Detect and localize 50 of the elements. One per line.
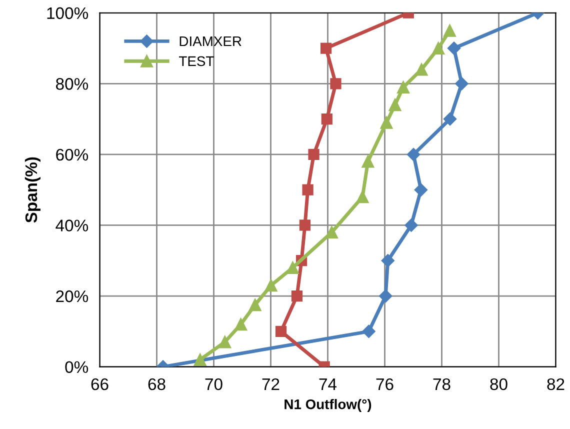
point [415,63,428,76]
y-tick-label: 60% [56,148,88,161]
point [379,289,392,303]
y-tick-label: 20% [56,290,88,302]
x-tick-label: 76 [376,378,394,390]
y-tick-label: 100% [47,7,88,20]
point [414,183,428,196]
point [432,42,445,55]
point [404,218,418,232]
point [362,155,374,168]
x-tick-label: 80 [490,378,508,390]
point [320,42,332,54]
point [447,42,461,55]
point [455,77,468,90]
point [275,326,287,337]
x-tick-label: 72 [262,378,280,390]
x-tick-label: 70 [205,378,222,390]
point [218,336,232,348]
legend-label: DIAMXER [180,36,242,46]
point [381,254,394,268]
x-tick-label: 74 [319,378,337,390]
x-tick-label: 68 [148,378,166,390]
point [330,78,342,90]
legend-label: TEST [179,56,214,66]
x-axis-title: N1 Outflow(°) [284,399,372,412]
x-tick-label: 66 [91,378,108,390]
point [299,220,311,231]
point [308,148,320,160]
point [286,261,299,274]
y-tick-label: 40% [56,220,88,232]
point [321,113,332,125]
point [388,98,402,112]
point [234,318,248,331]
point [397,80,410,94]
y-axis-title: Span(%) [24,157,40,223]
point [356,190,369,204]
point [380,116,393,129]
x-tick-label: 82 [547,378,564,390]
point [362,324,376,338]
point [443,112,457,126]
point [194,353,206,366]
point [291,290,303,302]
point [443,24,456,37]
x-tick-label: 78 [433,378,450,390]
point [406,148,420,162]
point [302,184,314,196]
y-tick-label: 0% [65,361,88,373]
point [248,298,262,312]
y-tick-label: 80% [56,78,88,90]
point [264,279,278,292]
